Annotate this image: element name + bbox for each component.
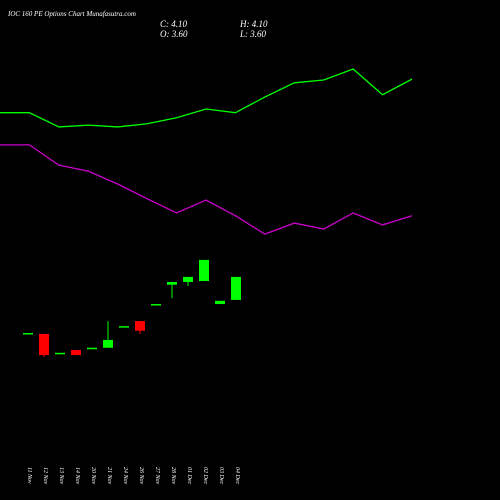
candle-body [71,350,81,356]
x-tick-label: 26 Nov [138,467,144,485]
candle-body [87,347,97,350]
candle-body [55,352,65,355]
x-tick-label: 04 Dec [234,467,241,484]
indicator-line [0,68,413,128]
candle-body [119,326,129,328]
x-tick-label: 27 Nov [154,467,160,485]
ohlc-open: O: 3.60 [160,29,188,39]
candle-body [199,259,209,282]
candle-body [151,304,161,306]
candle-body [167,281,177,285]
candle-body [183,276,193,282]
chart-title: IOC 160 PE Options Chart Munafasutra.com [7,10,136,18]
ohlc-close: C: 4.10 [160,19,188,29]
x-tick-label: 20 Nov [90,467,96,485]
x-tick-label: 14 Nov [74,467,81,485]
x-tick-label: 28 Nov [170,467,176,485]
ohlc-high: H: 4.10 [239,19,268,29]
x-tick-label: 12 Nov [42,467,48,485]
x-tick-label: 21 Nov [106,467,112,485]
ohlc-low: L: 3.60 [239,29,267,39]
x-tick-label: 02 Dec [202,467,208,484]
candle-body [103,339,113,348]
x-tick-label: 13 Nov [58,467,64,485]
candle-body [215,300,225,305]
candle-body [23,333,33,335]
indicator-line [0,144,413,235]
candle-body [39,333,49,356]
candle-body [231,276,241,300]
x-tick-label: 03 Dec [218,467,224,484]
x-tick-label: 11 Nov [26,467,32,484]
candle-body [135,321,145,331]
x-tick-label: 24 Nov [122,467,129,485]
x-tick-label: 01 Dec [186,467,192,484]
